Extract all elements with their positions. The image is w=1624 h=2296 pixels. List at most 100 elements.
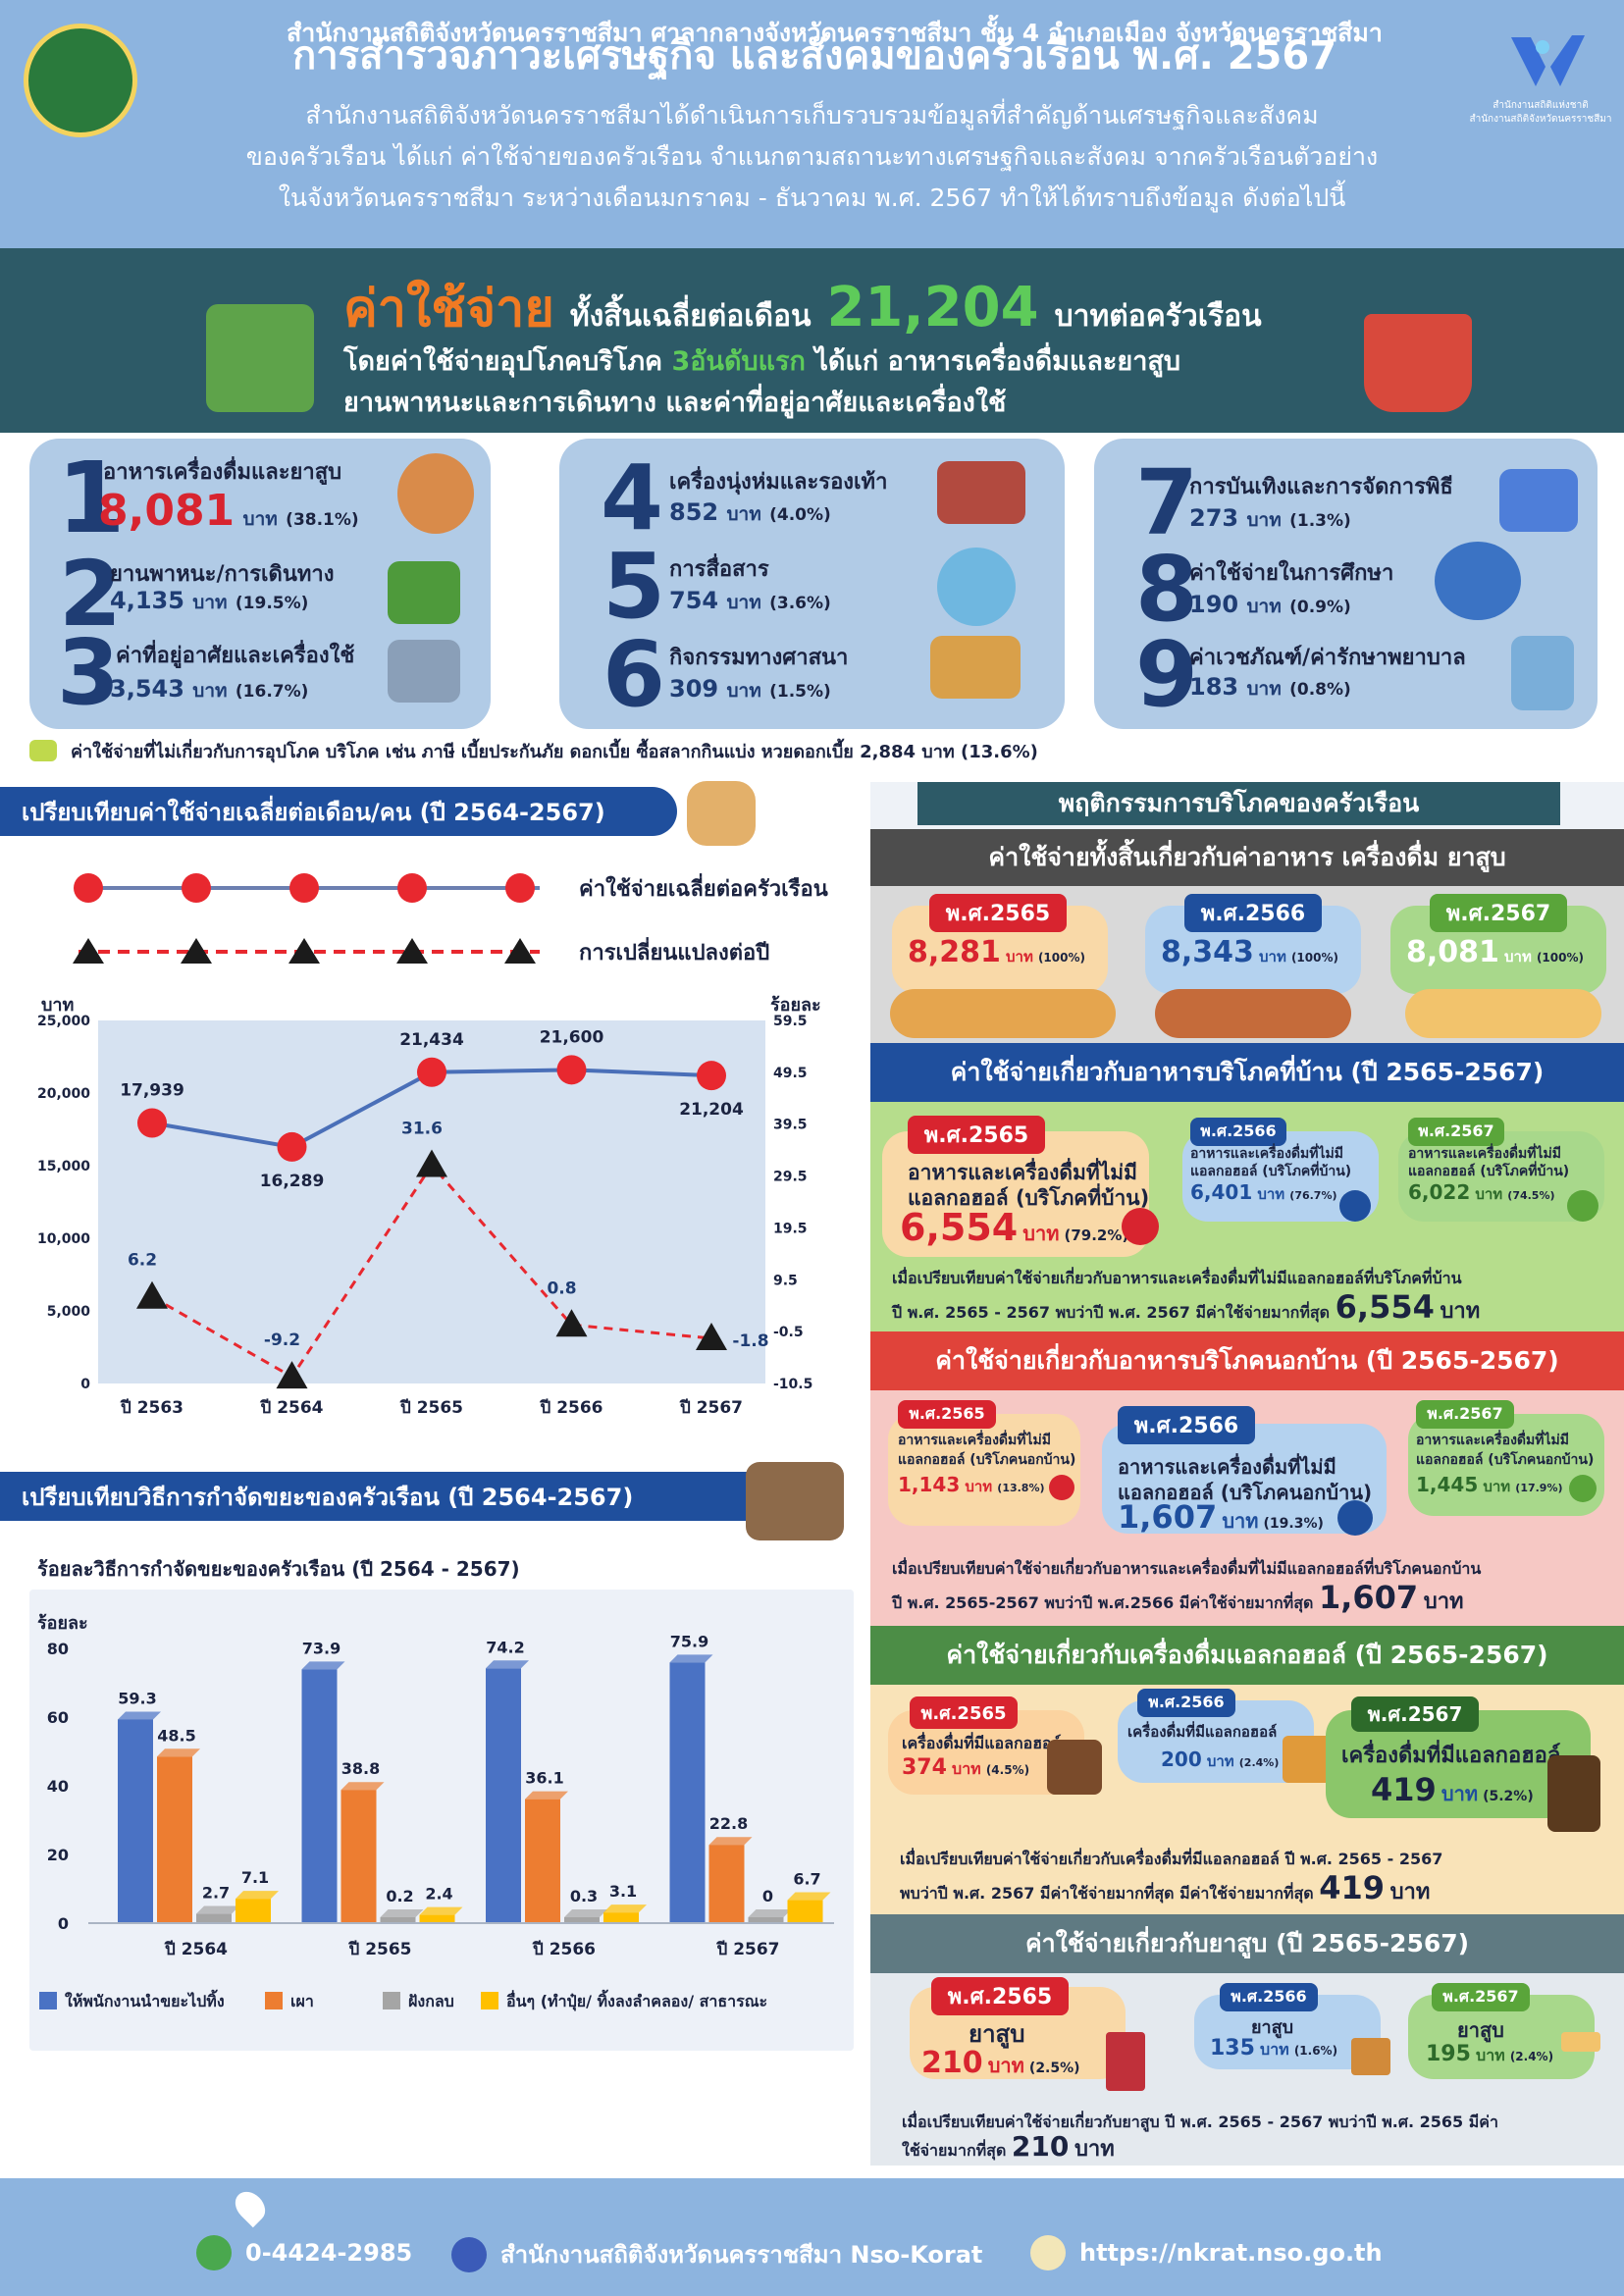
bar-top [419,1906,463,1915]
cigarette-icon [1106,2032,1145,2091]
data-label-avg: 21,204 [679,1100,744,1120]
legend-avg-label: ค่าใช้จ่ายเฉลี่ยต่อครัวเรือน [579,872,828,902]
rank-value-line: 273 บาท (1.3%) [1189,504,1351,535]
rank-number: 8 [1135,537,1199,642]
rank-value-line: 183 บาท (0.8%) [1189,673,1351,704]
rank-value-line: 190 บาท (0.9%) [1189,591,1351,621]
year-pct: (76.7%) [1289,1189,1337,1202]
rank-number: 3 [57,620,121,725]
rank-pct: (19.5%) [235,594,309,613]
beer-icon [1047,1740,1102,1795]
desc: ยาสูบ [969,2020,1025,2048]
footer-facebook[interactable]: สำนักงานสถิติจังหวัดนครราชสีมา Nso-Korat [451,2235,982,2273]
y2-axis-label: ร้อยละ [770,995,821,1016]
rank-value: 309 [669,675,719,703]
restaurant-icon [1337,1500,1373,1536]
year-unit: บาท [1260,2040,1289,2059]
legend-swatch [383,1992,400,2009]
desc: แอลกอฮอล์ (บริโภคนอกบ้าน) [1118,1481,1373,1504]
food-total-band: ค่าใช้จ่ายทั้งสิ้นเกี่ยวกับค่าอาหาร เครื… [870,829,1624,886]
bar-subtitle: ร้อยละวิธีการกำจัดขยะของครัวเรือน (ปี 25… [37,1557,520,1581]
year-value: 8,081 [1406,935,1499,969]
year-tag: พ.ศ.2565 [908,1116,1045,1154]
year-unit: บาท [1206,1752,1234,1770]
fabric-icon [937,461,1025,524]
hand-money-icon [687,781,756,846]
x-tick-label: ปี 2563 [120,1397,183,1418]
rank-value: 190 [1189,591,1239,618]
footer-website[interactable]: https://nkrat.nso.go.th [1030,2235,1383,2270]
bar-label: 3.1 [609,1882,637,1901]
monks-icon [930,636,1021,699]
year-tag: พ.ศ.2565 [929,894,1067,932]
year-tag: พ.ศ.2565 [898,1400,996,1429]
desc: อาหารและเครื่องดื่มที่ไม่มี [898,1433,1051,1448]
y-axis-label: ร้อยละ [37,1613,88,1634]
rank-number: 9 [1135,622,1199,727]
home-note-2: ปี พ.ศ. 2565 - 2567 พบว่าปี พ.ศ. 2567 มี… [892,1288,1480,1328]
year-tag: พ.ศ.2567 [1351,1696,1479,1732]
total-sub-2: ยานพาหนะและการเดินทาง และค่าที่อยู่อาศัย… [343,388,1007,418]
year-unit: บาท [1476,2046,1505,2064]
legend-marker-triangle [504,938,536,964]
x-tick-label: ปี 2566 [540,1397,603,1418]
legend-marker-circle [74,873,103,903]
rank-number: 5 [602,534,666,639]
bar-label: 75.9 [670,1632,708,1650]
rank-value: 183 [1189,673,1239,701]
y2-tick-label: 59.5 [773,1014,808,1029]
year-value-line: 374 บาท (4.5%) [902,1755,1029,1782]
bar-label: 7.1 [241,1868,269,1887]
year-unit: บาท [1483,1478,1511,1495]
website-text: https://nkrat.nso.go.th [1079,2239,1383,2267]
away-note-2: ปี พ.ศ. 2565-2567 พบว่าปี พ.ศ.2566 มีค่า… [892,1579,1464,1618]
legend-marker-triangle [396,938,428,964]
year-value: 6,554 [900,1206,1019,1249]
phone-icon [196,2235,232,2270]
data-point-avg [417,1057,446,1087]
desc: อาหารและเครื่องดื่มที่ไม่มี [908,1161,1137,1184]
communication-globe-icon [937,548,1016,626]
desc: ยาสูบ [1251,2017,1294,2038]
note-value: 6,554 [1335,1288,1435,1326]
year-tag: พ.ศ.2566 [1184,894,1322,932]
note-text: ปี พ.ศ. 2565-2567 พบว่าปี พ.ศ.2566 มีค่า… [892,1593,1314,1612]
bar-chart: ร้อยละ 0 20 40 60 80 59.3 48.5 2.7 7.1 ปี 2564 73.9… [29,1590,854,2051]
rank-value-line: 309 บาท (1.5%) [669,675,831,705]
rank-value-line: 754 บาท (3.6%) [669,587,831,617]
y-tick-label: 5,000 [47,1304,91,1320]
y2-tick-label: 39.5 [773,1118,808,1133]
year-unit: บาท [987,2054,1024,2077]
note-unit: บาท [1440,1299,1481,1324]
tobacco-note-2: ใช้จ่ายมากที่สุด 210 บาท [902,2130,1115,2166]
government-seal [24,24,137,137]
bar-section-title: เปรียบเทียบวิธีการกำจัดขยะของครัวเรือน (… [0,1472,775,1521]
house-icon [1339,1190,1371,1222]
rank-pct: (3.6%) [769,594,831,613]
year-value: 135 [1210,2036,1255,2061]
legend-marker-triangle [288,938,320,964]
year-value: 8,281 [908,935,1001,969]
data-label-avg: 17,939 [120,1081,184,1101]
year-value-line: 210 บาท (2.5%) [921,2046,1080,2081]
x-tick-label: ปี 2567 [679,1397,743,1418]
rank-value-line: 3,543 บาท (16.7%) [110,675,308,705]
footer-phone[interactable]: 0-4424-2985 [196,2235,412,2270]
year-unit: บาท [1441,1782,1478,1805]
bar-top [301,1661,345,1670]
logo-caption: สำนักงานสถิติจังหวัดนครราชสีมา [1469,114,1612,125]
rank-value: 8,081 [98,486,236,536]
rank-unit: บาท [1246,509,1282,531]
footer [0,2178,1624,2296]
legend-label: ฝังกลบ [408,1992,454,2010]
bar-top [118,1711,161,1720]
bar [196,1913,232,1923]
desc: เครื่องดื่มที่มีแอลกอฮอล์ [1341,1744,1561,1768]
bar-label: 59.3 [118,1689,156,1707]
tobacco-note-1: เมื่อเปรียบเทียบค่าใช้จ่ายเกี่ยวกับยาสูบ… [902,2113,1498,2131]
away-band: ค่าใช้จ่ายเกี่ยวกับอาหารบริโภคนอกบ้าน (ป… [870,1331,1624,1390]
desc: ยาสูบ [1457,2018,1504,2042]
year-pct: (79.2%) [1064,1226,1129,1244]
year-value: 6,022 [1408,1180,1471,1204]
drink-icon [1155,989,1351,1038]
